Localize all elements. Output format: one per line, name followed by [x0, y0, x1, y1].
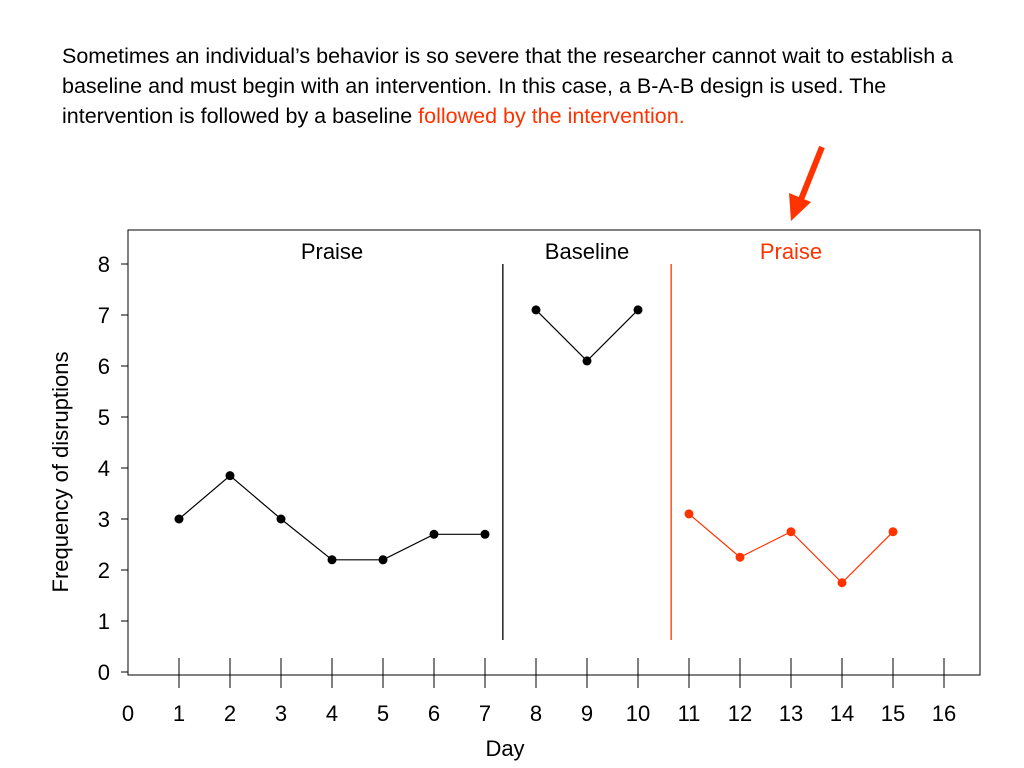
- phase-label: Baseline: [545, 239, 629, 264]
- x-tick-label: 8: [530, 701, 542, 726]
- y-tick-label: 8: [98, 252, 110, 277]
- phase-label: Praise: [301, 239, 363, 264]
- data-point: [225, 471, 235, 481]
- x-tick-label: 10: [626, 701, 650, 726]
- intro-paragraph: Sometimes an individual’s behavior is so…: [62, 41, 992, 131]
- data-point: [378, 555, 388, 565]
- x-tick-label: 16: [932, 701, 956, 726]
- x-tick-label: 9: [581, 701, 593, 726]
- x-tick-label: 1: [173, 701, 185, 726]
- data-point: [531, 305, 541, 315]
- data-point: [684, 509, 694, 519]
- y-tick-label: 1: [98, 609, 110, 634]
- x-tick-label: 15: [881, 701, 905, 726]
- data-point: [174, 514, 184, 524]
- data-point: [429, 529, 439, 539]
- data-point: [582, 356, 592, 366]
- data-point: [633, 305, 643, 315]
- arrow-icon: [789, 145, 825, 221]
- x-tick-label: 13: [779, 701, 803, 726]
- data-point: [837, 578, 847, 588]
- x-tick-label: 11: [678, 701, 701, 726]
- intro-text: Sometimes an individual’s behavior is so…: [62, 44, 954, 128]
- data-point: [735, 552, 745, 562]
- data-point: [276, 514, 286, 524]
- y-tick-label: 7: [98, 303, 110, 328]
- data-point: [480, 529, 490, 539]
- x-tick-label: 14: [830, 701, 854, 726]
- x-tick-label: 6: [428, 701, 440, 726]
- x-axis-label: Day: [485, 736, 524, 761]
- x-tick-label: 2: [224, 701, 236, 726]
- series-line: [178, 474, 485, 561]
- data-point: [327, 555, 337, 565]
- x-tick-label: 0: [122, 701, 134, 726]
- series-line: [688, 513, 894, 584]
- series-line: [535, 309, 639, 362]
- y-tick-label: 5: [98, 405, 110, 430]
- phase-label: Praise: [760, 239, 822, 264]
- plot-frame: [127, 229, 981, 676]
- data-point: [888, 527, 898, 537]
- x-tick-label: 12: [728, 701, 752, 726]
- y-axis-label: Frequency of disruptions: [48, 352, 73, 593]
- x-tick-label: 5: [377, 701, 389, 726]
- data-point: [786, 527, 796, 537]
- y-tick-label: 4: [98, 456, 110, 481]
- y-tick-label: 0: [98, 660, 110, 685]
- y-tick-label: 6: [98, 354, 110, 379]
- y-tick-label: 3: [98, 507, 110, 532]
- intro-highlight-text: followed by the intervention.: [418, 104, 685, 128]
- y-tick-label: 2: [98, 558, 110, 583]
- x-tick-label: 3: [275, 701, 287, 726]
- x-tick-label: 4: [326, 701, 338, 726]
- x-tick-label: 7: [479, 701, 491, 726]
